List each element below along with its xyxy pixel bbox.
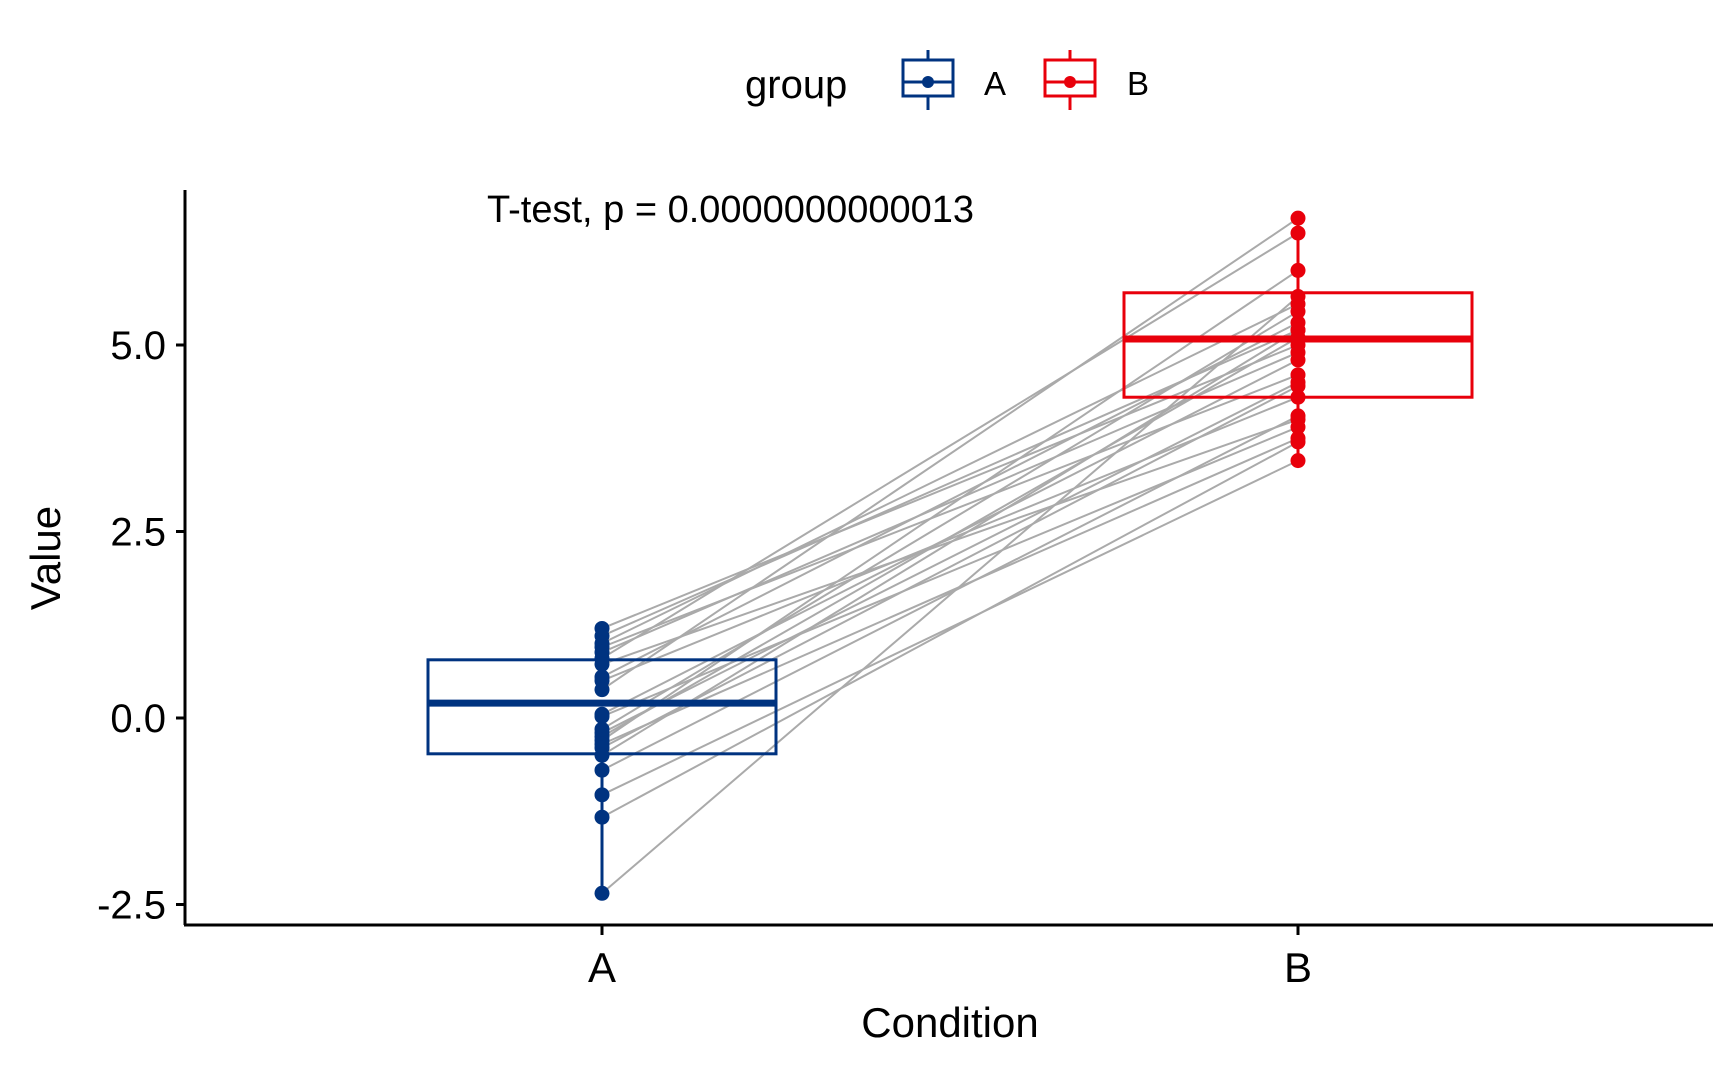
paired-line: [601, 396, 1299, 682]
x-tick-label: B: [1284, 944, 1312, 991]
data-point-b: [1290, 225, 1306, 241]
data-point-b: [1290, 289, 1306, 305]
paired-line: [601, 217, 1299, 691]
paired-line: [601, 414, 1299, 772]
legend-key-b: [1043, 50, 1097, 110]
data-points: [594, 210, 1306, 901]
data-point-b: [1290, 322, 1306, 338]
y-tick-label: -2.5: [97, 884, 166, 928]
data-point-a: [594, 709, 610, 725]
paired-line: [601, 441, 1299, 819]
paired-line: [601, 459, 1299, 796]
data-point-a: [594, 747, 610, 763]
paired-line: [601, 232, 1299, 660]
paired-line: [601, 329, 1299, 757]
paired-line: [601, 336, 1299, 738]
x-axis-title: Condition: [861, 999, 1038, 1046]
legend: group A B: [745, 50, 1149, 110]
data-point-a: [594, 762, 610, 778]
paired-line: [601, 310, 1299, 731]
data-point-a: [594, 682, 610, 698]
x-tick-label: A: [588, 944, 616, 991]
data-point-b: [1290, 303, 1306, 319]
paired-line: [601, 344, 1299, 630]
boxes: [426, 218, 1474, 894]
data-point-b: [1290, 408, 1306, 424]
data-point-b: [1290, 389, 1306, 405]
data-point-a: [594, 656, 610, 672]
paired-line: [601, 437, 1299, 746]
data-point-b: [1290, 434, 1306, 450]
ttest-annotation: T-test, p = 0.0000000000013: [487, 189, 974, 231]
y-axis-title: Value: [22, 506, 69, 610]
paired-line: [601, 426, 1299, 718]
data-point-b: [1290, 453, 1306, 469]
data-point-a: [594, 885, 610, 901]
legend-title: group: [745, 63, 847, 107]
data-point-b: [1290, 210, 1306, 226]
legend-label-b: B: [1127, 65, 1149, 102]
data-point-b: [1290, 352, 1306, 368]
paired-line: [601, 321, 1299, 678]
y-tick-label: 0.0: [110, 697, 166, 741]
y-tick-label: 2.5: [110, 511, 166, 555]
data-point-b: [1290, 419, 1306, 435]
legend-label-a: A: [984, 65, 1006, 102]
y-ticks: -2.5 0.0 2.5 5.0: [97, 324, 185, 928]
paired-line: [601, 269, 1299, 742]
data-point-a: [594, 787, 610, 803]
paired-line: [601, 381, 1299, 734]
data-point-b: [1290, 262, 1306, 278]
paired-lines: [601, 217, 1299, 895]
legend-key-a: [901, 50, 955, 110]
paired-line: [601, 351, 1299, 654]
data-point-a: [594, 809, 610, 825]
data-point-b: [1290, 378, 1306, 394]
paired-line: [601, 385, 1299, 749]
y-tick-label: 5.0: [110, 324, 166, 368]
